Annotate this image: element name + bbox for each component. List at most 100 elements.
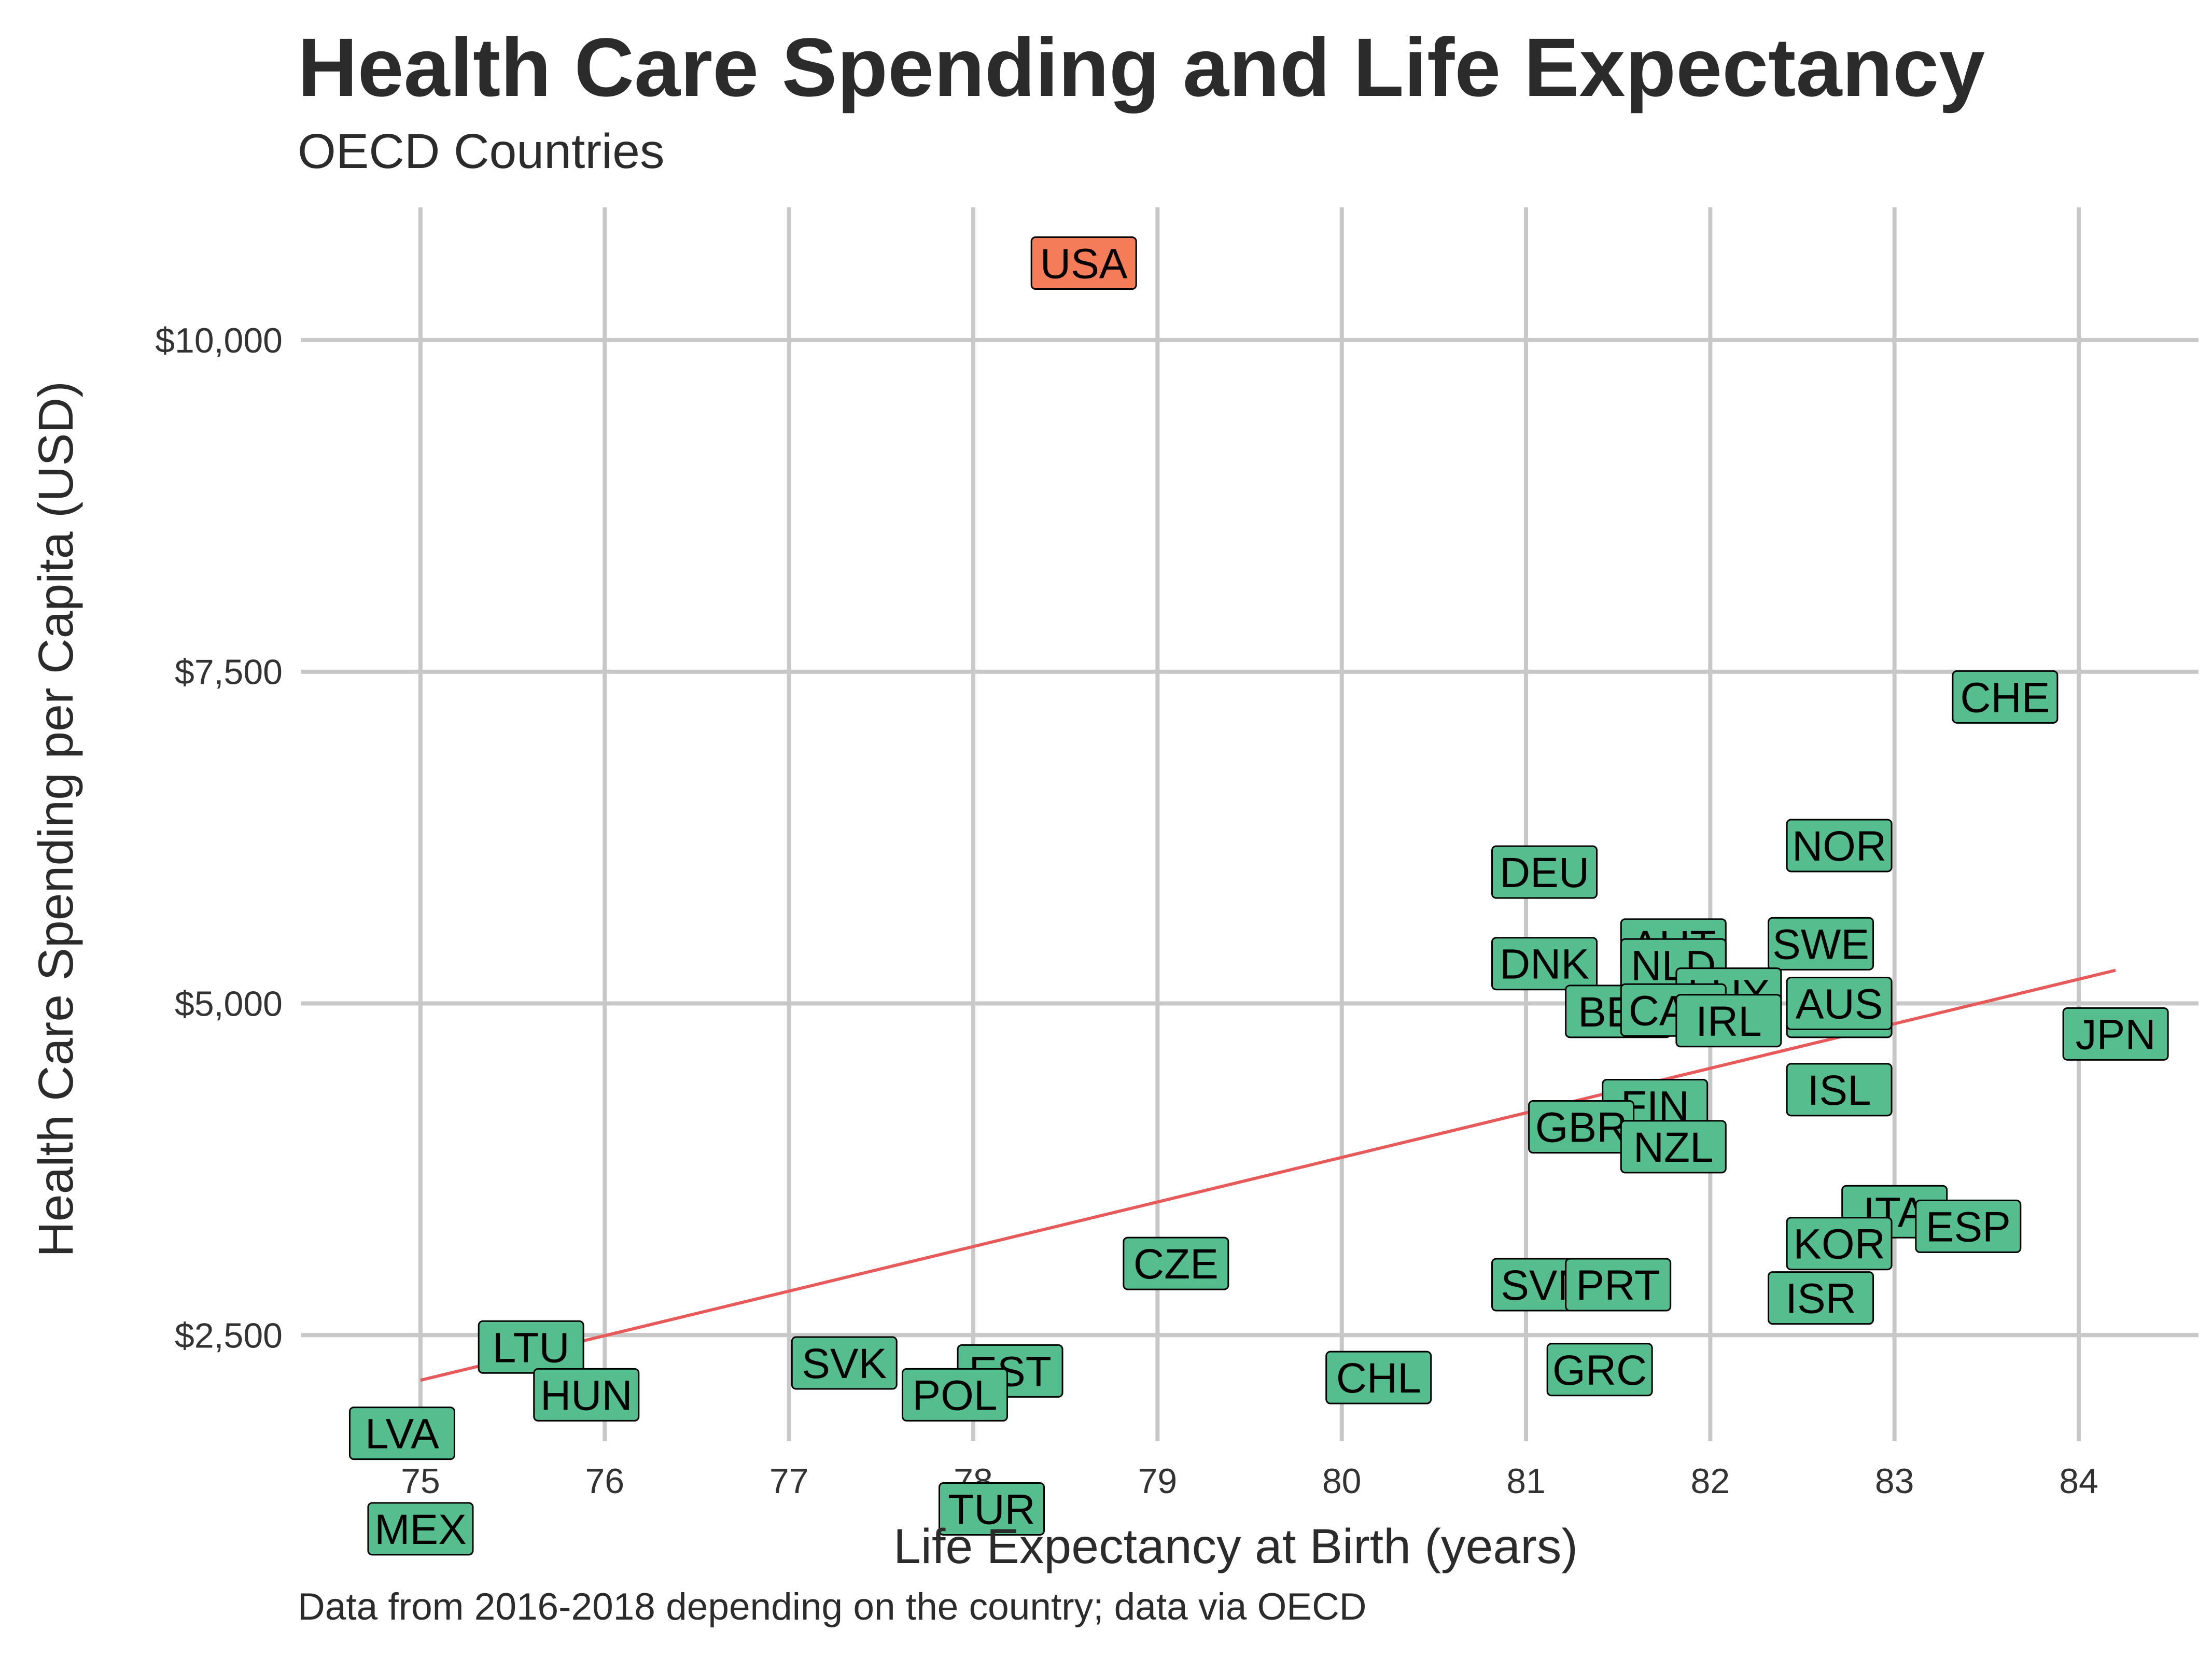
x-tick-label: 77 — [769, 1461, 809, 1501]
point-box — [1123, 1236, 1229, 1290]
point-kor: KOR — [1786, 1217, 1893, 1271]
point-pol: POL — [901, 1368, 1008, 1422]
point-tur: TUR — [939, 1482, 1045, 1536]
point-jpn: JPN — [2062, 1007, 2169, 1061]
point-box — [901, 1368, 1008, 1422]
point-chl: CHL — [1325, 1351, 1432, 1404]
point-label: ISL — [1808, 1067, 1871, 1114]
point-label: POL — [912, 1372, 997, 1419]
point-box — [533, 1368, 640, 1422]
point-labels: USACHENORDEUAUTSWEDNKNLDLUXFRABELCANIRLA… — [348, 236, 2169, 1556]
y-tick-label: $7,500 — [175, 653, 283, 692]
trend-line — [420, 968, 2116, 1382]
point-label: DEU — [1500, 849, 1589, 896]
x-tick-label: 79 — [1138, 1461, 1178, 1501]
point-box — [1491, 937, 1598, 991]
y-axis-ticks: $2,500 $5,000 $7,500 $10,000 — [155, 321, 283, 1355]
point-box — [1491, 845, 1598, 899]
point-box — [1325, 1351, 1432, 1404]
point-irl: IRL — [1675, 994, 1782, 1048]
x-tick-label: 81 — [1506, 1461, 1546, 1501]
point-label: SVK — [802, 1340, 887, 1387]
point-label: NOR — [1792, 823, 1886, 870]
x-tick-label: 84 — [2059, 1461, 2098, 1501]
point-label: ESP — [1926, 1203, 2011, 1250]
point-isr: ISR — [1768, 1271, 1874, 1325]
point-box — [1952, 670, 2059, 724]
point-usa: USA — [1030, 236, 1137, 290]
x-tick-label: 83 — [1875, 1461, 1914, 1501]
point-label: CHE — [1960, 674, 2050, 721]
chart-title: Health Care Spending and Life Expectancy — [298, 21, 1985, 114]
point-label: USA — [1040, 240, 1128, 287]
point-box — [1768, 917, 1874, 971]
point-nld: NLD — [1620, 938, 1727, 992]
point-aus: AUS — [1786, 976, 1893, 1030]
point-box — [791, 1336, 898, 1390]
point-deu: DEU — [1491, 845, 1598, 899]
point-box — [1786, 1063, 1893, 1117]
point-label: ISR — [1785, 1275, 1856, 1323]
point-box — [939, 1482, 1045, 1536]
point-swe: SWE — [1768, 917, 1874, 971]
x-tick-label: 82 — [1691, 1461, 1730, 1501]
gridlines — [301, 207, 2199, 1441]
point-esp: ESP — [1915, 1199, 2022, 1253]
x-axis-ticks: 75 76 77 78 79 80 81 82 83 84 — [401, 1461, 2098, 1501]
point-label: CZE — [1133, 1241, 1219, 1288]
x-axis-title: Life Expectancy at Birth (years) — [893, 1519, 1578, 1574]
point-nor: NOR — [1786, 819, 1893, 873]
trend-line-group — [420, 968, 2116, 1382]
point-box — [1565, 1258, 1672, 1312]
y-tick-label: $2,500 — [175, 1316, 283, 1355]
point-label: LTU — [493, 1324, 570, 1371]
chart-caption: Data from 2016-2018 depending on the cou… — [298, 1586, 1367, 1628]
y-tick-label: $5,000 — [175, 984, 283, 1023]
point-svk: SVK — [791, 1336, 898, 1390]
point-box — [2062, 1007, 2169, 1061]
point-ltu: LTU — [478, 1320, 584, 1374]
point-gbr: GBR — [1528, 1100, 1635, 1154]
y-tick-label: $10,000 — [155, 321, 283, 360]
point-isl: ISL — [1786, 1063, 1893, 1117]
point-label: GBR — [1535, 1104, 1628, 1151]
point-label: TUR — [948, 1486, 1035, 1534]
point-che: CHE — [1952, 670, 2059, 724]
y-axis-title: Health Care Spending per Capita (USD) — [29, 381, 83, 1257]
point-prt: PRT — [1565, 1258, 1672, 1312]
point-box — [1915, 1199, 2022, 1253]
point-label: SWE — [1772, 921, 1869, 968]
point-cze: CZE — [1123, 1236, 1229, 1290]
point-label: KOR — [1793, 1221, 1885, 1268]
point-dnk: DNK — [1491, 937, 1598, 991]
point-box — [1030, 236, 1137, 290]
point-label: DNK — [1500, 941, 1589, 988]
point-label: CHL — [1336, 1355, 1421, 1402]
point-label: GRC — [1552, 1347, 1647, 1394]
point-label: JPN — [2076, 1011, 2156, 1058]
point-box — [348, 1407, 455, 1460]
point-label: NZL — [1633, 1124, 1714, 1171]
chart-subtitle: OECD Countries — [298, 124, 665, 179]
point-box — [478, 1320, 584, 1374]
point-box — [1786, 976, 1893, 1030]
point-label: AUS — [1796, 980, 1883, 1028]
point-label: PRT — [1576, 1262, 1660, 1309]
point-box — [367, 1502, 474, 1556]
point-label: MEX — [374, 1506, 467, 1553]
point-mex: MEX — [367, 1502, 474, 1556]
point-box — [1786, 1217, 1893, 1271]
point-hun: HUN — [533, 1368, 640, 1422]
point-label: IRL — [1696, 998, 1762, 1045]
point-lva: LVA — [348, 1407, 455, 1460]
point-box — [1620, 1120, 1727, 1174]
point-grc: GRC — [1546, 1343, 1653, 1397]
x-tick-label: 75 — [401, 1461, 440, 1501]
point-nzl: NZL — [1620, 1120, 1727, 1174]
point-box — [1675, 994, 1782, 1048]
point-box — [1768, 1271, 1874, 1325]
x-tick-label: 76 — [585, 1461, 624, 1501]
point-label: LVA — [365, 1411, 439, 1458]
point-box — [1546, 1343, 1653, 1397]
